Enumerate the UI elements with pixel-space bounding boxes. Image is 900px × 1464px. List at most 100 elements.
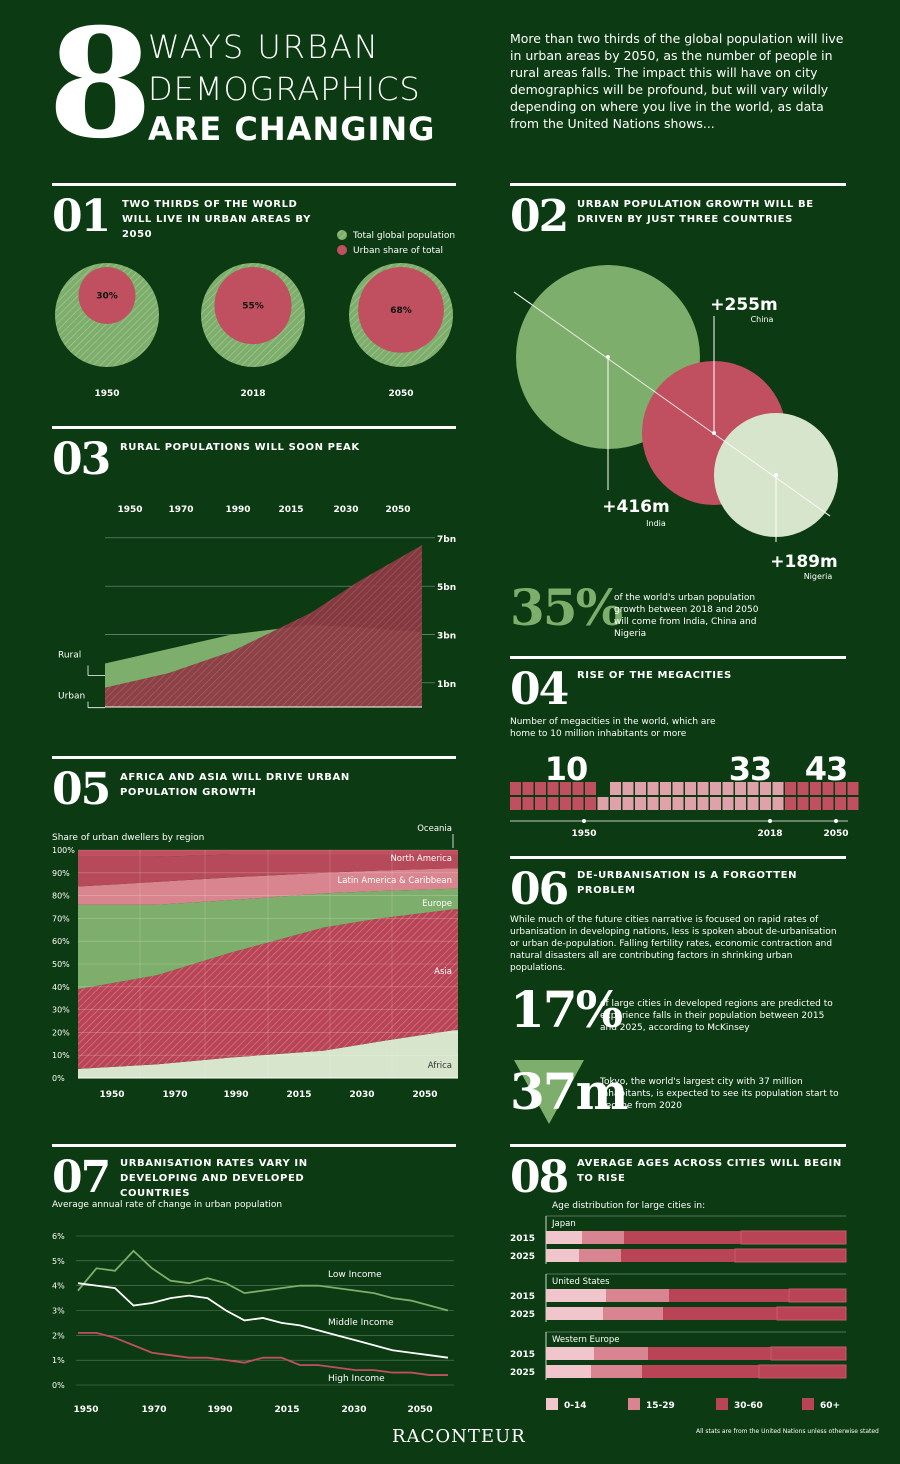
megacities-value-33: 33 <box>729 750 772 788</box>
x-tick-2030: 2030 <box>349 1090 374 1100</box>
x-tick-2050: 2050 <box>407 1405 432 1415</box>
megacity-square <box>547 797 559 810</box>
x-tick-2015: 2015 <box>286 1090 311 1100</box>
region-area-asia <box>78 909 458 1069</box>
y-tick-3%: 3% <box>52 1307 65 1316</box>
megacity-square <box>685 782 696 795</box>
section-06-body: While much of the future cities narrativ… <box>510 915 837 973</box>
y-tick-7bn: 7bn <box>437 535 456 545</box>
age-segment-30-60 <box>621 1249 735 1262</box>
rule-03 <box>52 426 456 429</box>
legend-label-15-29: 15-29 <box>646 1401 675 1411</box>
megacity-square <box>710 782 721 795</box>
megacity-square <box>647 782 659 795</box>
line-low-income <box>77 1249 449 1312</box>
growth-value-nigeria: +189m <box>770 552 837 572</box>
rule-02 <box>510 183 846 186</box>
x-tick-1990: 1990 <box>223 1090 248 1100</box>
stat-35-text: of the world's urban population growth b… <box>614 593 759 639</box>
x-tick-1970: 1970 <box>168 505 193 515</box>
age-segment-60+ <box>740 1230 847 1245</box>
megacities-year-2050: 2050 <box>823 829 848 839</box>
y-tick-70%: 70% <box>52 914 70 923</box>
age-segment-15-29 <box>591 1365 642 1378</box>
stat-17-text: of large cities in developed regions are… <box>600 999 833 1033</box>
y-tick-60%: 60% <box>52 937 70 946</box>
megacity-square <box>760 782 771 795</box>
legend-total-swatch <box>337 230 347 240</box>
section-04-subtitle: Number of megacities in the world, which… <box>510 717 716 739</box>
area-urban <box>105 545 422 707</box>
diagonal-line-top <box>513 291 831 517</box>
age-segment-30-60 <box>648 1347 771 1360</box>
x-tick-1970: 1970 <box>141 1405 166 1415</box>
megacity-square <box>835 797 846 810</box>
y-tick-50%: 50% <box>52 960 70 969</box>
megacity-square <box>847 782 859 795</box>
section-01-title: Two thirds of the world will live in urb… <box>122 199 311 240</box>
year-label-2018: 2018 <box>240 389 265 399</box>
series-label-middle-income: Middle Income <box>328 1318 394 1328</box>
row-year-2015: 2015 <box>510 1234 535 1244</box>
megacity-square <box>672 797 684 810</box>
region-area-latin-america-caribbean <box>78 868 458 905</box>
megacity-square <box>847 797 859 810</box>
y-tick-40%: 40% <box>52 983 70 992</box>
section-04-number: 04 <box>510 664 569 715</box>
megacity-square <box>810 797 821 810</box>
y-tick-10%: 10% <box>52 1051 70 1060</box>
age-segment-0-14 <box>546 1231 582 1244</box>
megacities-axis-dot-2018 <box>768 819 772 823</box>
title-line-3: ARE CHANGING <box>148 110 436 148</box>
year-label-2050: 2050 <box>388 389 413 399</box>
megacity-square <box>810 782 821 795</box>
section-05-title: Africa and Asia will drive urban populat… <box>120 772 350 798</box>
section-06-number: 06 <box>510 864 569 915</box>
section-06-title: De-urbanisation is a forgotten problem <box>577 870 798 896</box>
megacity-square <box>797 782 809 795</box>
section-05-number: 05 <box>52 764 111 815</box>
urban-circle-2018 <box>214 267 292 345</box>
legend-total-label: Total global population <box>352 231 455 241</box>
section-02-title: Urban population growth will be driven b… <box>577 199 814 225</box>
megacity-square <box>660 797 671 810</box>
title-line-1: WAYS URBAN <box>148 28 380 66</box>
megacity-square <box>610 782 621 795</box>
section-03-number: 03 <box>52 434 111 485</box>
y-tick-2%: 2% <box>52 1331 65 1340</box>
age-segment-0-14 <box>546 1289 606 1302</box>
footer-note: All stats are from the United Nations un… <box>696 1428 879 1435</box>
y-tick-5bn: 5bn <box>437 583 456 593</box>
row-year-2025: 2025 <box>510 1368 535 1378</box>
x-tick-1950: 1950 <box>99 1090 124 1100</box>
x-tick-1990: 1990 <box>225 505 250 515</box>
age-segment-15-29 <box>594 1347 648 1360</box>
megacity-square <box>610 797 621 810</box>
megacities-year-1950: 1950 <box>571 829 596 839</box>
x-tick-1970: 1970 <box>162 1090 187 1100</box>
label-urban: Urban <box>58 692 85 702</box>
megacity-square <box>722 797 734 810</box>
urban-share-label-1950: 30% <box>96 291 118 301</box>
legend-swatch-0-14 <box>546 1398 558 1410</box>
age-segment-60+ <box>776 1306 847 1321</box>
region-label-oceania: Oceania <box>417 824 452 834</box>
rule-05 <box>52 756 456 759</box>
megacity-square <box>685 797 696 810</box>
title-line-2: DEMOGRAPHICS <box>148 70 421 108</box>
x-tick-2050: 2050 <box>385 505 410 515</box>
megacity-square <box>772 782 784 795</box>
group-label-united-states: United States <box>552 1277 610 1287</box>
section-07-title: Urbanisation rates vary in developing an… <box>120 1158 308 1199</box>
stat-37m-value: 37m <box>510 1062 628 1121</box>
megacities-value-43: 43 <box>805 750 848 788</box>
urban-share-chart: Total global population Urban share of to… <box>55 230 455 399</box>
megacity-square <box>560 782 571 795</box>
region-area-oceania <box>78 850 458 857</box>
megacity-square <box>735 782 746 795</box>
megacity-square <box>597 797 609 810</box>
y-tick-5%: 5% <box>52 1257 65 1266</box>
megacities-value-10: 10 <box>545 750 588 788</box>
y-tick-100%: 100% <box>52 846 75 855</box>
age-segment-15-29 <box>606 1289 669 1302</box>
